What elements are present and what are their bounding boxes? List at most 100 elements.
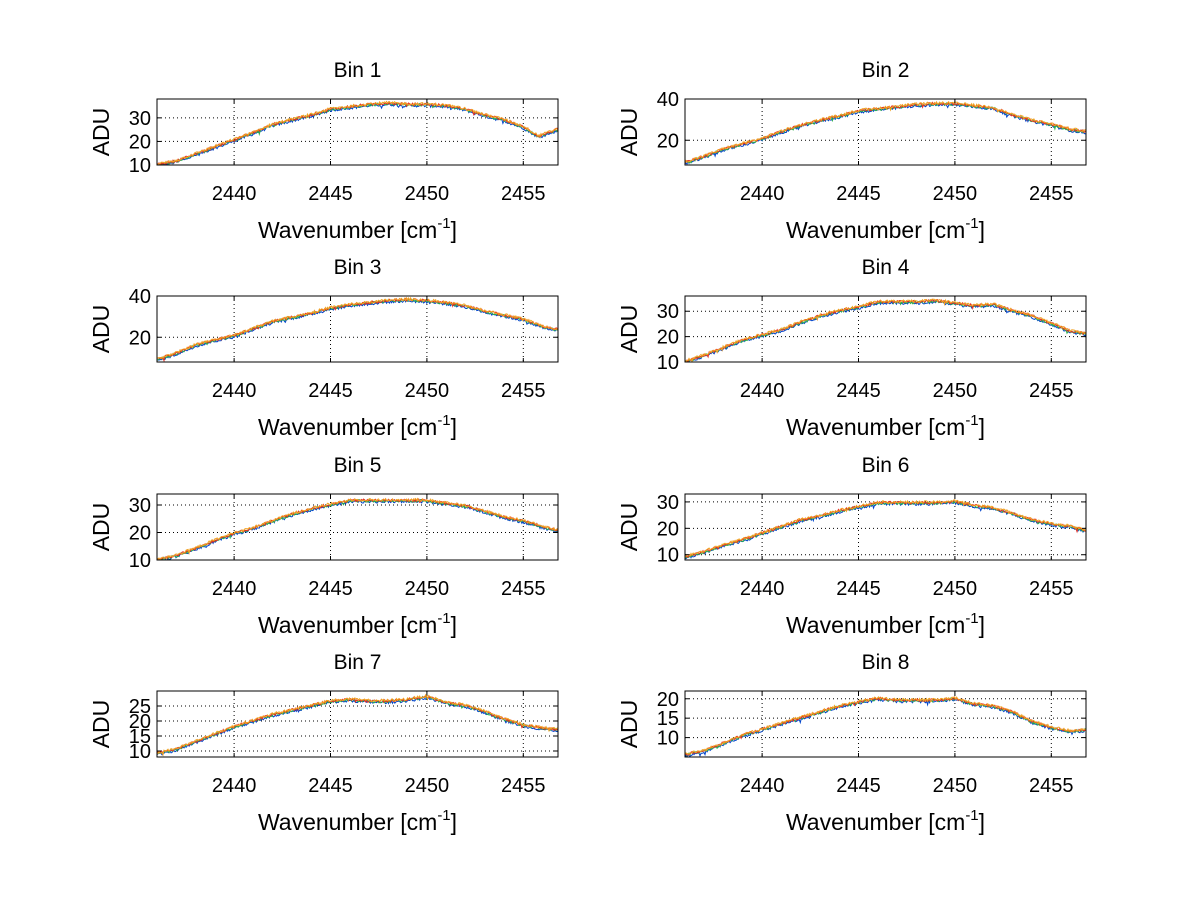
x-axis-label: Wavenumber [cm-1] <box>786 215 985 243</box>
plot-area <box>685 296 1086 362</box>
y-axis-label: ADU <box>616 305 642 354</box>
y-tick-label: 15 <box>657 708 679 730</box>
subplot-bin-4: 2440 2445 2450 2455 10 20 30 Bin 4 ADU Wavenumber… <box>616 256 1087 440</box>
x-tick-label: 2455 <box>1029 183 1074 205</box>
axes-frame <box>156 98 559 166</box>
y-tick-label: 20 <box>657 130 679 152</box>
y-axis-label: ADU <box>88 305 114 354</box>
x-tick-label: 2440 <box>212 183 257 205</box>
axes-frame <box>156 493 559 561</box>
x-tick-label: 2440 <box>740 578 785 600</box>
y-tick-label: 20 <box>657 689 679 711</box>
subplot-title: Bin 1 <box>334 59 382 82</box>
x-tick-label: 2440 <box>212 775 257 797</box>
subplot-title: Bin 5 <box>334 454 382 477</box>
x-tick-label: 2445 <box>836 578 881 600</box>
series-group <box>157 693 558 757</box>
series-line-4 <box>685 695 1086 755</box>
x-axis-label: Wavenumber [cm-1] <box>786 610 985 638</box>
x-tick-label: 2450 <box>933 578 978 600</box>
series-line-1 <box>157 695 558 756</box>
y-axis-label: ADU <box>88 700 114 749</box>
y-tick-label: 20 <box>657 327 679 349</box>
y-tick-label: 40 <box>129 286 151 308</box>
series-line-3 <box>685 696 1086 756</box>
x-tick-label: 2455 <box>1029 380 1074 402</box>
x-tick-label: 2450 <box>405 578 450 600</box>
x-tick-label: 2440 <box>740 775 785 797</box>
x-tick-label: 2450 <box>933 775 978 797</box>
x-tick-label: 2455 <box>501 380 546 402</box>
axes-frame <box>156 295 559 363</box>
series-line-4 <box>685 298 1086 362</box>
y-tick-label: 25 <box>129 696 151 718</box>
x-tick-label: 2455 <box>1029 775 1074 797</box>
subplot-title: Bin 8 <box>862 651 910 674</box>
subplot-bin-5: 2440 2445 2450 2455 10 20 30 Bin 5 ADU Wavenumber… <box>88 454 559 638</box>
y-tick-label: 10 <box>657 352 679 374</box>
series-group <box>685 499 1086 560</box>
subplot-title: Bin 2 <box>862 59 910 82</box>
y-tick-label: 20 <box>129 523 151 545</box>
x-tick-label: 2445 <box>836 380 881 402</box>
y-tick-label: 10 <box>129 741 151 763</box>
y-tick-label: 30 <box>657 492 679 514</box>
subplot-title: Bin 6 <box>862 454 910 477</box>
x-axis-label: Wavenumber [cm-1] <box>258 807 457 835</box>
subplot-bin-2: 2440 2445 2450 2455 20 40 Bin 2 ADU Wavenumber [… <box>616 59 1087 243</box>
x-tick-label: 2445 <box>836 183 881 205</box>
x-tick-label: 2440 <box>212 380 257 402</box>
x-axis-label: Wavenumber [cm-1] <box>258 610 457 638</box>
series-line-2 <box>157 298 558 361</box>
x-tick-label: 2445 <box>308 578 353 600</box>
y-tick-label: 10 <box>657 545 679 567</box>
y-tick-label: 15 <box>129 726 151 748</box>
axes-frame <box>684 295 1087 363</box>
plot-area <box>685 494 1086 560</box>
subplot-title: Bin 7 <box>334 651 382 674</box>
x-tick-label: 2450 <box>405 183 450 205</box>
x-tick-label: 2440 <box>740 380 785 402</box>
series-group <box>685 100 1086 165</box>
series-line-4 <box>157 497 558 560</box>
series-line-4 <box>157 296 558 360</box>
plot-area <box>157 494 558 560</box>
x-tick-label: 2455 <box>501 775 546 797</box>
series-line-2 <box>685 101 1086 164</box>
x-tick-label: 2445 <box>836 775 881 797</box>
y-axis-label: ADU <box>88 108 114 157</box>
series-line-4 <box>157 693 558 757</box>
x-axis-label: Wavenumber [cm-1] <box>786 412 985 440</box>
y-tick-label: 20 <box>129 327 151 349</box>
y-axis-label: ADU <box>88 503 114 552</box>
y-tick-label: 30 <box>657 301 679 323</box>
x-axis-label: Wavenumber [cm-1] <box>258 412 457 440</box>
subplot-bin-3: 2440 2445 2450 2455 20 40 Bin 3 ADU Wavenumber [… <box>88 256 559 440</box>
x-tick-label: 2440 <box>212 578 257 600</box>
x-tick-label: 2455 <box>501 578 546 600</box>
subplot-bin-6: 2440 2445 2450 2455 10 20 30 Bin 6 ADU Wavenumber… <box>616 454 1087 638</box>
x-tick-label: 2450 <box>933 183 978 205</box>
x-tick-label: 2450 <box>933 380 978 402</box>
series-group <box>685 695 1086 757</box>
x-tick-label: 2455 <box>501 183 546 205</box>
x-tick-label: 2445 <box>308 775 353 797</box>
plot-area <box>685 691 1086 757</box>
series-group <box>685 298 1086 362</box>
x-tick-label: 2450 <box>405 380 450 402</box>
series-group <box>157 100 558 165</box>
y-tick-label: 10 <box>657 728 679 750</box>
axes-frame <box>684 98 1087 166</box>
x-tick-label: 2450 <box>405 775 450 797</box>
series-line-1 <box>685 500 1086 560</box>
x-tick-label: 2445 <box>308 183 353 205</box>
y-tick-label: 20 <box>129 711 151 733</box>
x-axis-label: Wavenumber [cm-1] <box>786 807 985 835</box>
series-line-4 <box>685 100 1086 163</box>
x-tick-label: 2455 <box>1029 578 1074 600</box>
axes-frame <box>684 493 1087 561</box>
x-axis-label: Wavenumber [cm-1] <box>258 215 457 243</box>
